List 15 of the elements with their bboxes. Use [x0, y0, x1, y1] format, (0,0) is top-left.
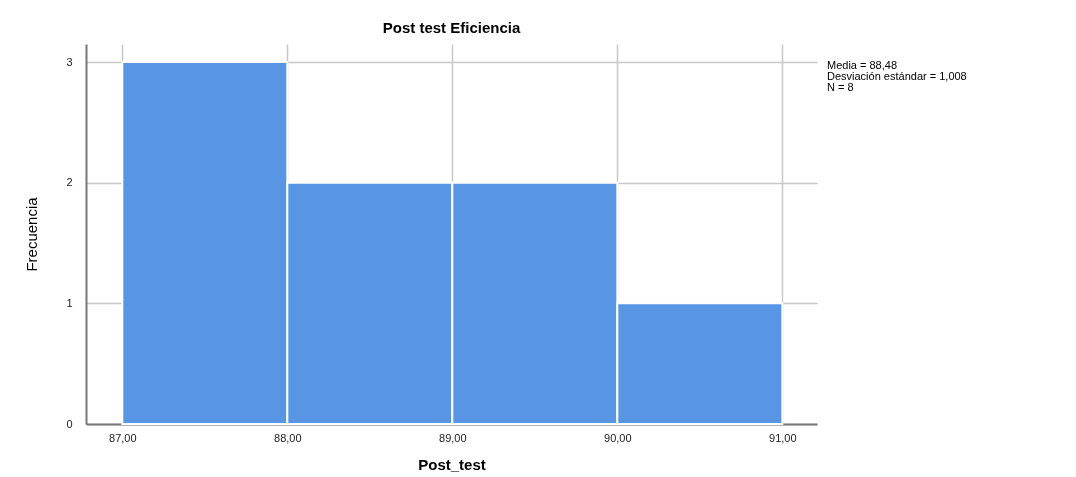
x-tick-label: 89,00 — [439, 431, 467, 444]
y-tick-label: 3 — [66, 55, 73, 68]
text: Media = 88,48 — [827, 59, 898, 71]
text: N = 8 — [827, 81, 854, 93]
y-axis-title: Frecuencia — [23, 196, 41, 272]
x-tick-label: 91,00 — [769, 431, 797, 444]
y-tick-label: 1 — [66, 296, 73, 309]
x-tick-label: 88,00 — [274, 431, 302, 444]
chart-title: Post test Eficiencia — [382, 19, 521, 36]
text: Desviación estándar = 1,008 — [827, 70, 967, 82]
x-axis-title: Post_test — [418, 455, 486, 473]
x-tick-label: 87,00 — [109, 431, 137, 444]
y-tick-label: 0 — [66, 417, 73, 430]
x-tick-label: 90,00 — [604, 431, 632, 444]
y-tick-label: 2 — [66, 176, 73, 189]
